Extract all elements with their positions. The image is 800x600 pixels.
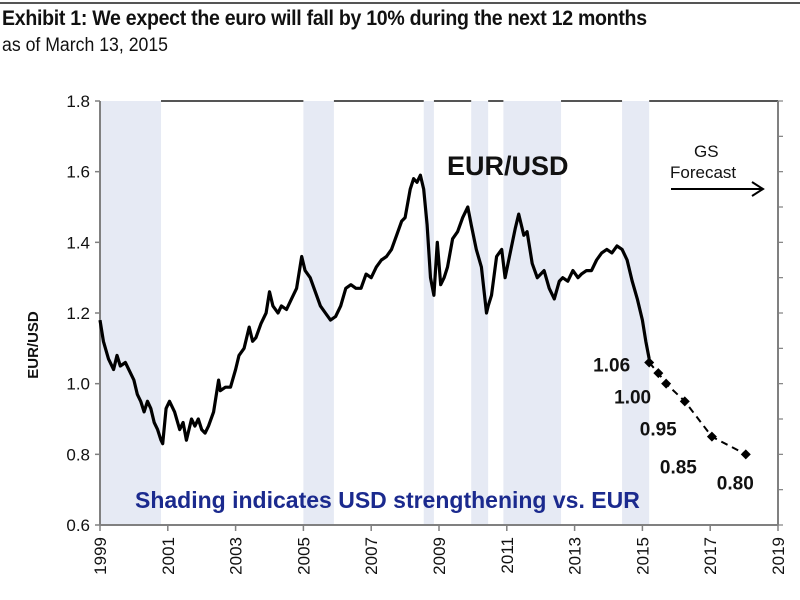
- spot-line: [98, 173, 651, 446]
- forecast-marker: [740, 449, 751, 460]
- forecast-value-label: 1.00: [614, 388, 651, 409]
- shading-band: [303, 101, 334, 525]
- shading-band: [503, 101, 562, 525]
- x-tick-label: 1999: [91, 537, 110, 575]
- forecast-arrow: [671, 181, 765, 197]
- y-axis-label: EUR/USD: [25, 311, 42, 379]
- x-tick-label: 2007: [362, 537, 381, 575]
- x-tick-label: 2013: [566, 537, 585, 575]
- y-tick-label: 0.6: [66, 516, 90, 535]
- axes: 0.6 0.8 1.0 1.2 1.4 1.6 1.8 1999 2001 2003 2005 200…: [66, 92, 788, 575]
- forecast-marker: [661, 378, 672, 389]
- x-tick-label: 2003: [227, 537, 246, 575]
- x-tick-label: 2005: [294, 537, 313, 575]
- forecast-marker: [653, 368, 664, 379]
- y-tick-label: 1.4: [66, 233, 90, 252]
- shading-band: [100, 101, 162, 525]
- series-title: EUR/USD: [447, 151, 569, 181]
- forecast-line: [648, 361, 747, 456]
- shading-note: Shading indicates USD strengthening vs. …: [135, 487, 640, 513]
- y-tick-label: 1.6: [66, 163, 90, 182]
- y-tick-label: 1.2: [66, 304, 90, 323]
- forecast-markers: [644, 357, 751, 460]
- forecast-label-line1: GS: [694, 142, 719, 161]
- shading-band: [423, 101, 434, 525]
- top-rule: [0, 2, 800, 4]
- forecast-arrow-head: [751, 181, 765, 197]
- labels: 1.06 1.00 0.95 0.85 0.80: [593, 355, 754, 494]
- forecast-marker: [679, 396, 690, 407]
- x-tick-label: 2015: [633, 537, 652, 575]
- shading-band: [471, 101, 489, 525]
- y-tick-label: 1.0: [66, 375, 90, 394]
- series-lines: [98, 173, 747, 456]
- shading-bands: [100, 101, 650, 525]
- exhibit-subtitle: as of March 13, 2015: [2, 35, 169, 56]
- forecast-marker: [706, 431, 717, 442]
- x-tick-label: 2019: [769, 537, 788, 575]
- forecast-label-line2: Forecast: [670, 163, 736, 182]
- y-tick-label: 0.8: [66, 445, 90, 464]
- y-tick-label: 1.8: [66, 92, 90, 111]
- exhibit-title: Exhibit 1: We expect the euro will fall …: [2, 7, 647, 30]
- forecast-value-label: 0.85: [660, 458, 697, 479]
- forecast-value-label: 0.95: [640, 419, 677, 440]
- shading-band: [622, 101, 650, 525]
- x-tick-label: 2009: [430, 537, 449, 575]
- forecast-value-label: 1.06: [593, 355, 630, 376]
- forecast-marker: [644, 357, 655, 368]
- forecast-value-label: 0.80: [717, 473, 754, 494]
- x-tick-label: 2011: [498, 537, 517, 574]
- x-tick-label: 2001: [159, 537, 178, 575]
- x-tick-label: 2017: [701, 537, 720, 575]
